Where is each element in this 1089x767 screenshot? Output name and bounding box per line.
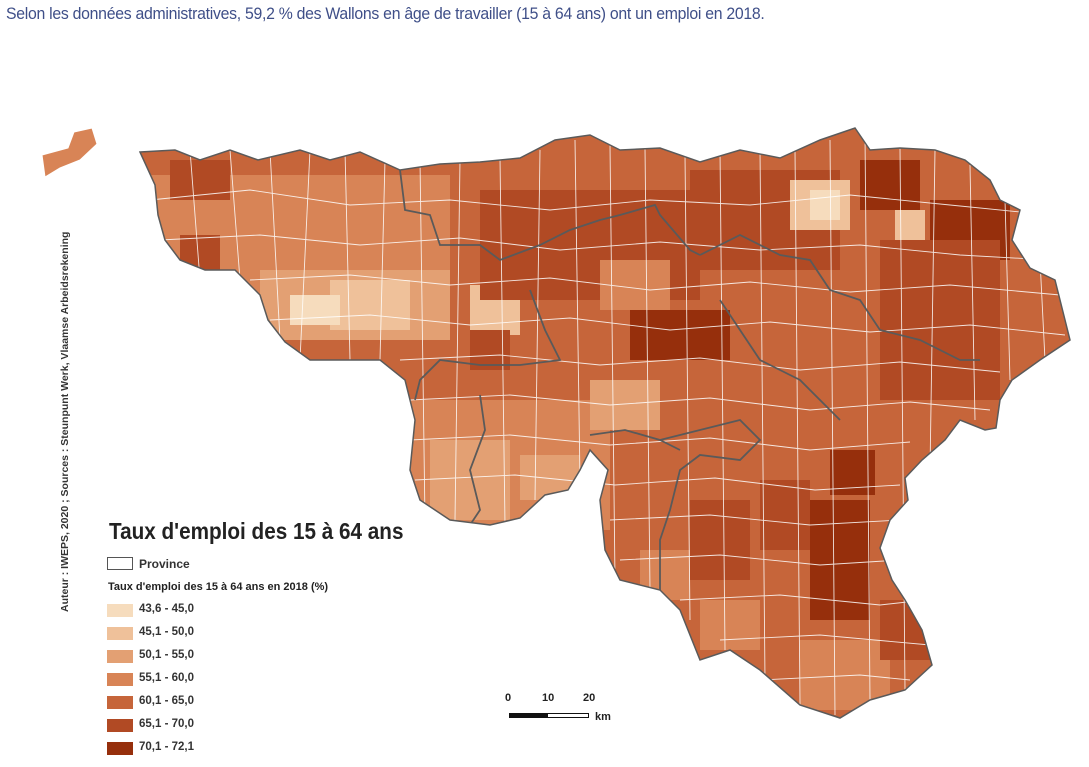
legend-swatch xyxy=(107,627,133,640)
legend-swatch xyxy=(107,650,133,663)
legend-class-label: 50,1 - 55,0 xyxy=(139,649,194,661)
legend-class: 55,1 - 60,0 xyxy=(107,672,247,695)
legend-class: 50,1 - 55,0 xyxy=(107,649,247,672)
legend-class: 45,1 - 50,0 xyxy=(107,626,247,649)
legend-class-label: 43,6 - 45,0 xyxy=(139,603,194,615)
legend-class-label: 65,1 - 70,0 xyxy=(139,718,194,730)
province-swatch xyxy=(107,557,133,570)
legend-class-label: 60,1 - 65,0 xyxy=(139,695,194,707)
scale-bar: 0 10 20 km xyxy=(505,692,615,732)
province-label: Province xyxy=(139,557,190,571)
legend-title: Taux d'emploi des 15 à 64 ans xyxy=(109,518,404,544)
scale-segment-black xyxy=(509,713,547,718)
legend-swatch xyxy=(107,742,133,755)
legend-class-label: 55,1 - 60,0 xyxy=(139,672,194,684)
enclave-region xyxy=(41,127,98,178)
scale-tick-label: 10 xyxy=(542,692,555,704)
legend-subtitle: Taux d'emploi des 15 à 64 ans en 2018 (%… xyxy=(108,581,329,593)
legend-class-label: 45,1 - 50,0 xyxy=(139,626,194,638)
scale-unit: km xyxy=(595,711,611,723)
legend-swatch xyxy=(107,719,133,732)
caption: Selon les données administratives, 59,2 … xyxy=(6,4,765,23)
legend-class: 70,1 - 72,1 xyxy=(107,741,247,764)
scale-segment-white xyxy=(547,713,589,718)
scale-tick-label: 20 xyxy=(583,692,596,704)
credits-text: Auteur : IWEPS, 2020 ; Sources : Steunpu… xyxy=(59,231,71,612)
legend-classes: 43,6 - 45,0 45,1 - 50,0 50,1 - 55,0 55,1… xyxy=(107,603,247,764)
scale-tick-label: 0 xyxy=(505,692,512,704)
legend-class-label: 70,1 - 72,1 xyxy=(139,741,194,753)
legend-swatch xyxy=(107,604,133,617)
legend-class: 43,6 - 45,0 xyxy=(107,603,247,626)
legend-swatch xyxy=(107,673,133,686)
legend-class: 65,1 - 70,0 xyxy=(107,718,247,741)
legend-class: 60,1 - 65,0 xyxy=(107,695,247,718)
legend-swatch xyxy=(107,696,133,709)
